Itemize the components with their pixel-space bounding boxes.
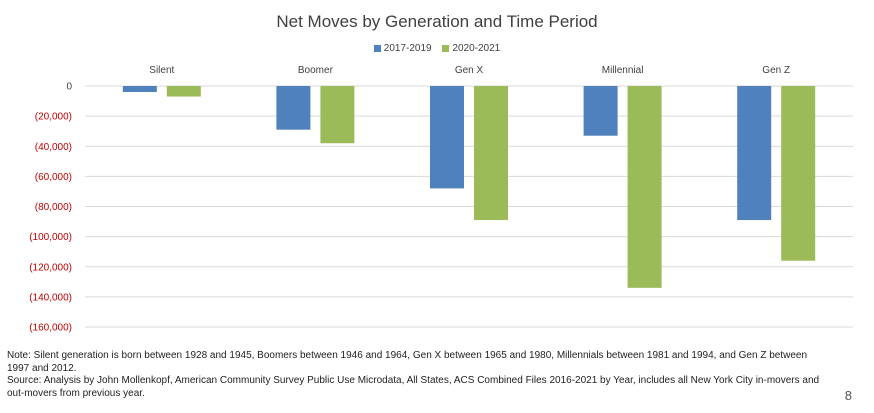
bar — [166, 86, 201, 97]
bar — [781, 86, 816, 261]
category-label: Silent — [149, 65, 174, 76]
chart-title: Net Moves by Generation and Time Period — [276, 12, 598, 31]
y-tick-label: (60,000) — [35, 172, 72, 183]
legend-label-series-1: 2017-2019 — [383, 43, 432, 54]
bar — [122, 86, 157, 93]
y-tick-label: (120,000) — [29, 262, 72, 273]
legend-label-series-2: 2020-2021 — [452, 43, 501, 54]
chart-legend: 2017-2019 2020-2021 — [0, 43, 874, 55]
footnote: Note: Silent generation is born between … — [7, 350, 822, 400]
y-tick-label: 0 — [66, 82, 72, 93]
bar-chart: 0 (20,000) (40,000) (60,000) (80,000) (100,00… — [29, 65, 853, 334]
y-tick-label: (100,000) — [29, 232, 72, 243]
footnote-note: Note: Silent generation is born between … — [7, 350, 808, 374]
bar — [320, 86, 355, 144]
y-tick-label: (160,000) — [29, 323, 72, 334]
bar — [583, 86, 618, 136]
y-tick-label: (20,000) — [35, 112, 72, 123]
legend-item-series-2: 2020-2021 — [442, 43, 500, 54]
bar — [474, 86, 508, 221]
category-label: Boomer — [298, 65, 334, 76]
bar — [276, 86, 311, 130]
category-label: Gen X — [455, 65, 484, 76]
y-tick-label: (80,000) — [35, 202, 72, 213]
page-number: 8 — [844, 388, 852, 403]
legend-swatch-series-2 — [442, 45, 450, 52]
y-tick-label: (140,000) — [29, 292, 72, 303]
legend-item-series-1: 2017-2019 — [373, 43, 432, 54]
footnote-source: Source: Analysis by John Mollenkopf, Ame… — [7, 375, 820, 399]
category-label: Gen Z — [762, 65, 790, 76]
bar — [737, 86, 772, 221]
y-tick-label: (40,000) — [35, 142, 72, 153]
bar — [430, 86, 464, 189]
legend-swatch-series-1 — [373, 45, 381, 52]
category-label: Millennial — [602, 65, 644, 76]
bar — [627, 86, 662, 288]
